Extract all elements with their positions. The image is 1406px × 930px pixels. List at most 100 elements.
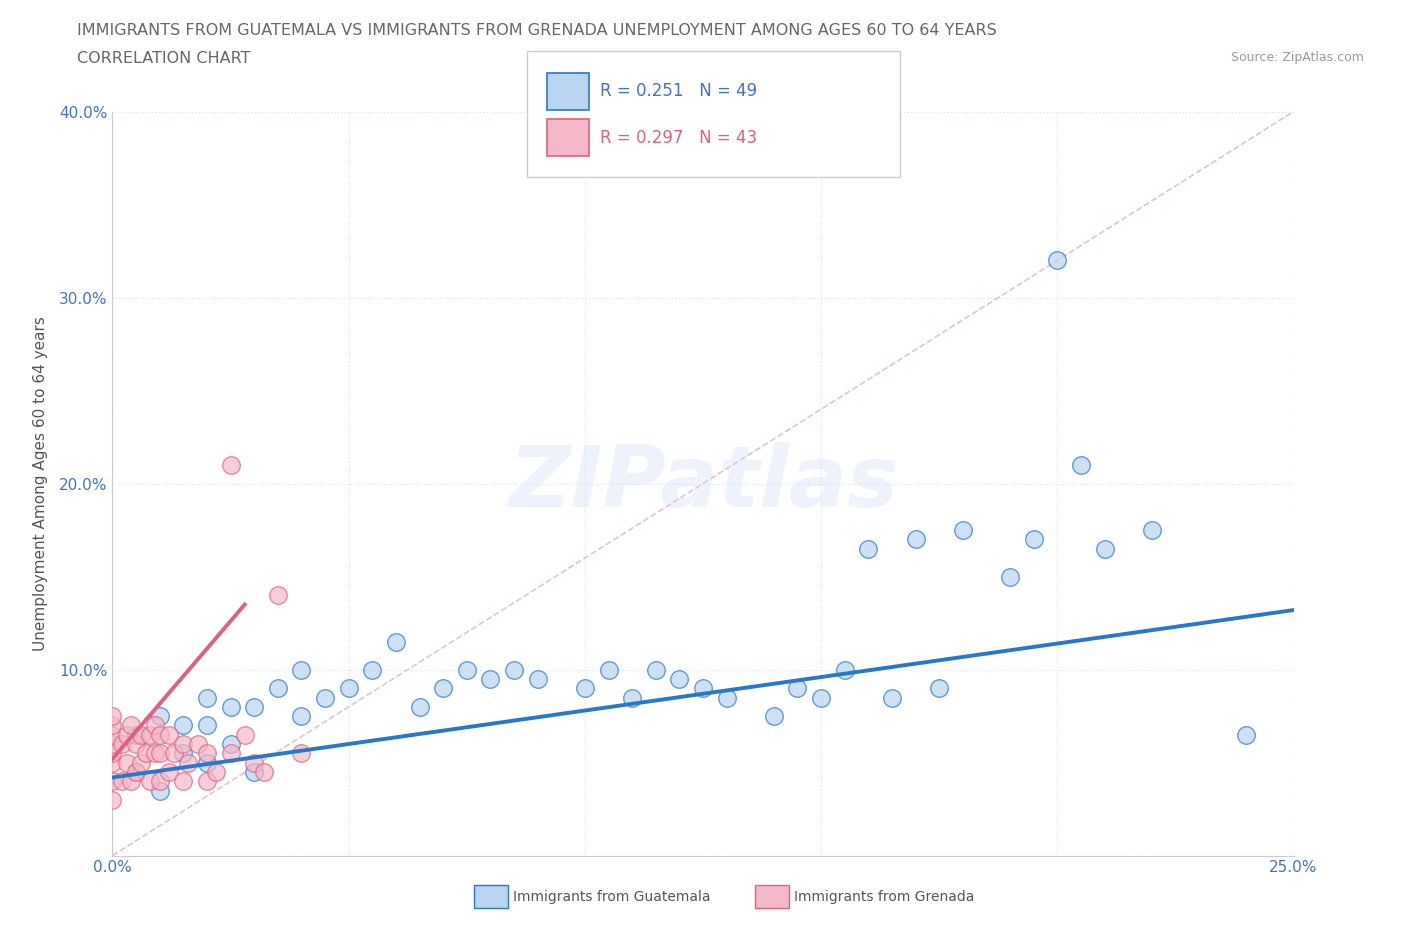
Point xyxy=(129,755,152,770)
Text: Immigrants from Grenada: Immigrants from Grenada xyxy=(794,889,974,904)
Point xyxy=(1094,541,1116,556)
Point xyxy=(456,662,478,677)
Point xyxy=(233,727,256,742)
Point xyxy=(205,764,228,779)
Point xyxy=(195,690,218,705)
Point xyxy=(195,774,218,789)
Point xyxy=(904,532,927,547)
Point xyxy=(149,727,172,742)
Point xyxy=(1140,523,1163,538)
Point xyxy=(101,709,124,724)
Point xyxy=(621,690,644,705)
Point xyxy=(503,662,526,677)
Point xyxy=(1070,458,1092,472)
Point xyxy=(186,737,208,751)
Point xyxy=(195,746,218,761)
Point xyxy=(125,737,148,751)
Text: R = 0.297   N = 43: R = 0.297 N = 43 xyxy=(600,128,758,147)
Text: ZIPatlas: ZIPatlas xyxy=(508,442,898,525)
Point xyxy=(716,690,738,705)
Point xyxy=(149,783,172,798)
Point xyxy=(101,755,124,770)
Point xyxy=(786,681,808,696)
Point xyxy=(115,727,138,742)
Point xyxy=(172,746,194,761)
Point xyxy=(810,690,832,705)
Point xyxy=(172,774,194,789)
Point xyxy=(267,681,290,696)
Point xyxy=(115,755,138,770)
Point xyxy=(101,774,124,789)
Point xyxy=(668,671,690,686)
Point xyxy=(101,718,124,733)
Point xyxy=(290,746,312,761)
Point xyxy=(243,755,266,770)
Point xyxy=(267,588,290,603)
Point xyxy=(243,699,266,714)
Point xyxy=(526,671,548,686)
Point xyxy=(479,671,502,686)
Point xyxy=(219,737,242,751)
Point xyxy=(290,662,312,677)
Point xyxy=(157,727,180,742)
Point xyxy=(762,709,785,724)
Point xyxy=(880,690,903,705)
Point xyxy=(157,764,180,779)
Point xyxy=(172,737,194,751)
Point xyxy=(385,634,408,649)
Point xyxy=(432,681,454,696)
Point xyxy=(120,718,142,733)
Point xyxy=(928,681,950,696)
Text: IMMIGRANTS FROM GUATEMALA VS IMMIGRANTS FROM GRENADA UNEMPLOYMENT AMONG AGES 60 : IMMIGRANTS FROM GUATEMALA VS IMMIGRANTS … xyxy=(77,23,997,38)
Point xyxy=(172,718,194,733)
Point xyxy=(143,718,166,733)
Point xyxy=(834,662,856,677)
Point xyxy=(858,541,880,556)
Text: Immigrants from Guatemala: Immigrants from Guatemala xyxy=(513,889,710,904)
Point xyxy=(101,727,124,742)
Text: CORRELATION CHART: CORRELATION CHART xyxy=(77,51,250,66)
Point xyxy=(337,681,360,696)
Text: R = 0.251   N = 49: R = 0.251 N = 49 xyxy=(600,82,758,100)
Point xyxy=(195,755,218,770)
Point xyxy=(952,523,974,538)
Point xyxy=(195,718,218,733)
Point xyxy=(219,699,242,714)
Point xyxy=(149,746,172,761)
Point xyxy=(253,764,276,779)
Point xyxy=(125,727,148,742)
Point xyxy=(143,746,166,761)
Y-axis label: Unemployment Among Ages 60 to 64 years: Unemployment Among Ages 60 to 64 years xyxy=(32,316,48,651)
Point xyxy=(290,709,312,724)
Point xyxy=(598,662,620,677)
Point xyxy=(101,792,124,807)
Point xyxy=(219,458,242,472)
Point xyxy=(998,569,1021,584)
Point xyxy=(149,709,172,724)
Point xyxy=(139,774,162,789)
Point xyxy=(135,746,157,761)
Point xyxy=(219,746,242,761)
Point xyxy=(692,681,714,696)
Point xyxy=(163,746,186,761)
Point xyxy=(644,662,666,677)
Point xyxy=(101,737,124,751)
Point xyxy=(243,764,266,779)
Point xyxy=(314,690,336,705)
Point xyxy=(125,764,148,779)
Point xyxy=(125,764,148,779)
Point xyxy=(361,662,384,677)
Text: Source: ZipAtlas.com: Source: ZipAtlas.com xyxy=(1230,51,1364,64)
Point xyxy=(408,699,430,714)
Point xyxy=(1234,727,1257,742)
Point xyxy=(149,774,172,789)
Point xyxy=(111,737,134,751)
Point xyxy=(129,727,152,742)
Point xyxy=(120,774,142,789)
Point xyxy=(1046,253,1069,268)
Point xyxy=(139,727,162,742)
Point xyxy=(111,774,134,789)
Point xyxy=(574,681,596,696)
Point xyxy=(177,755,200,770)
Point xyxy=(1022,532,1045,547)
